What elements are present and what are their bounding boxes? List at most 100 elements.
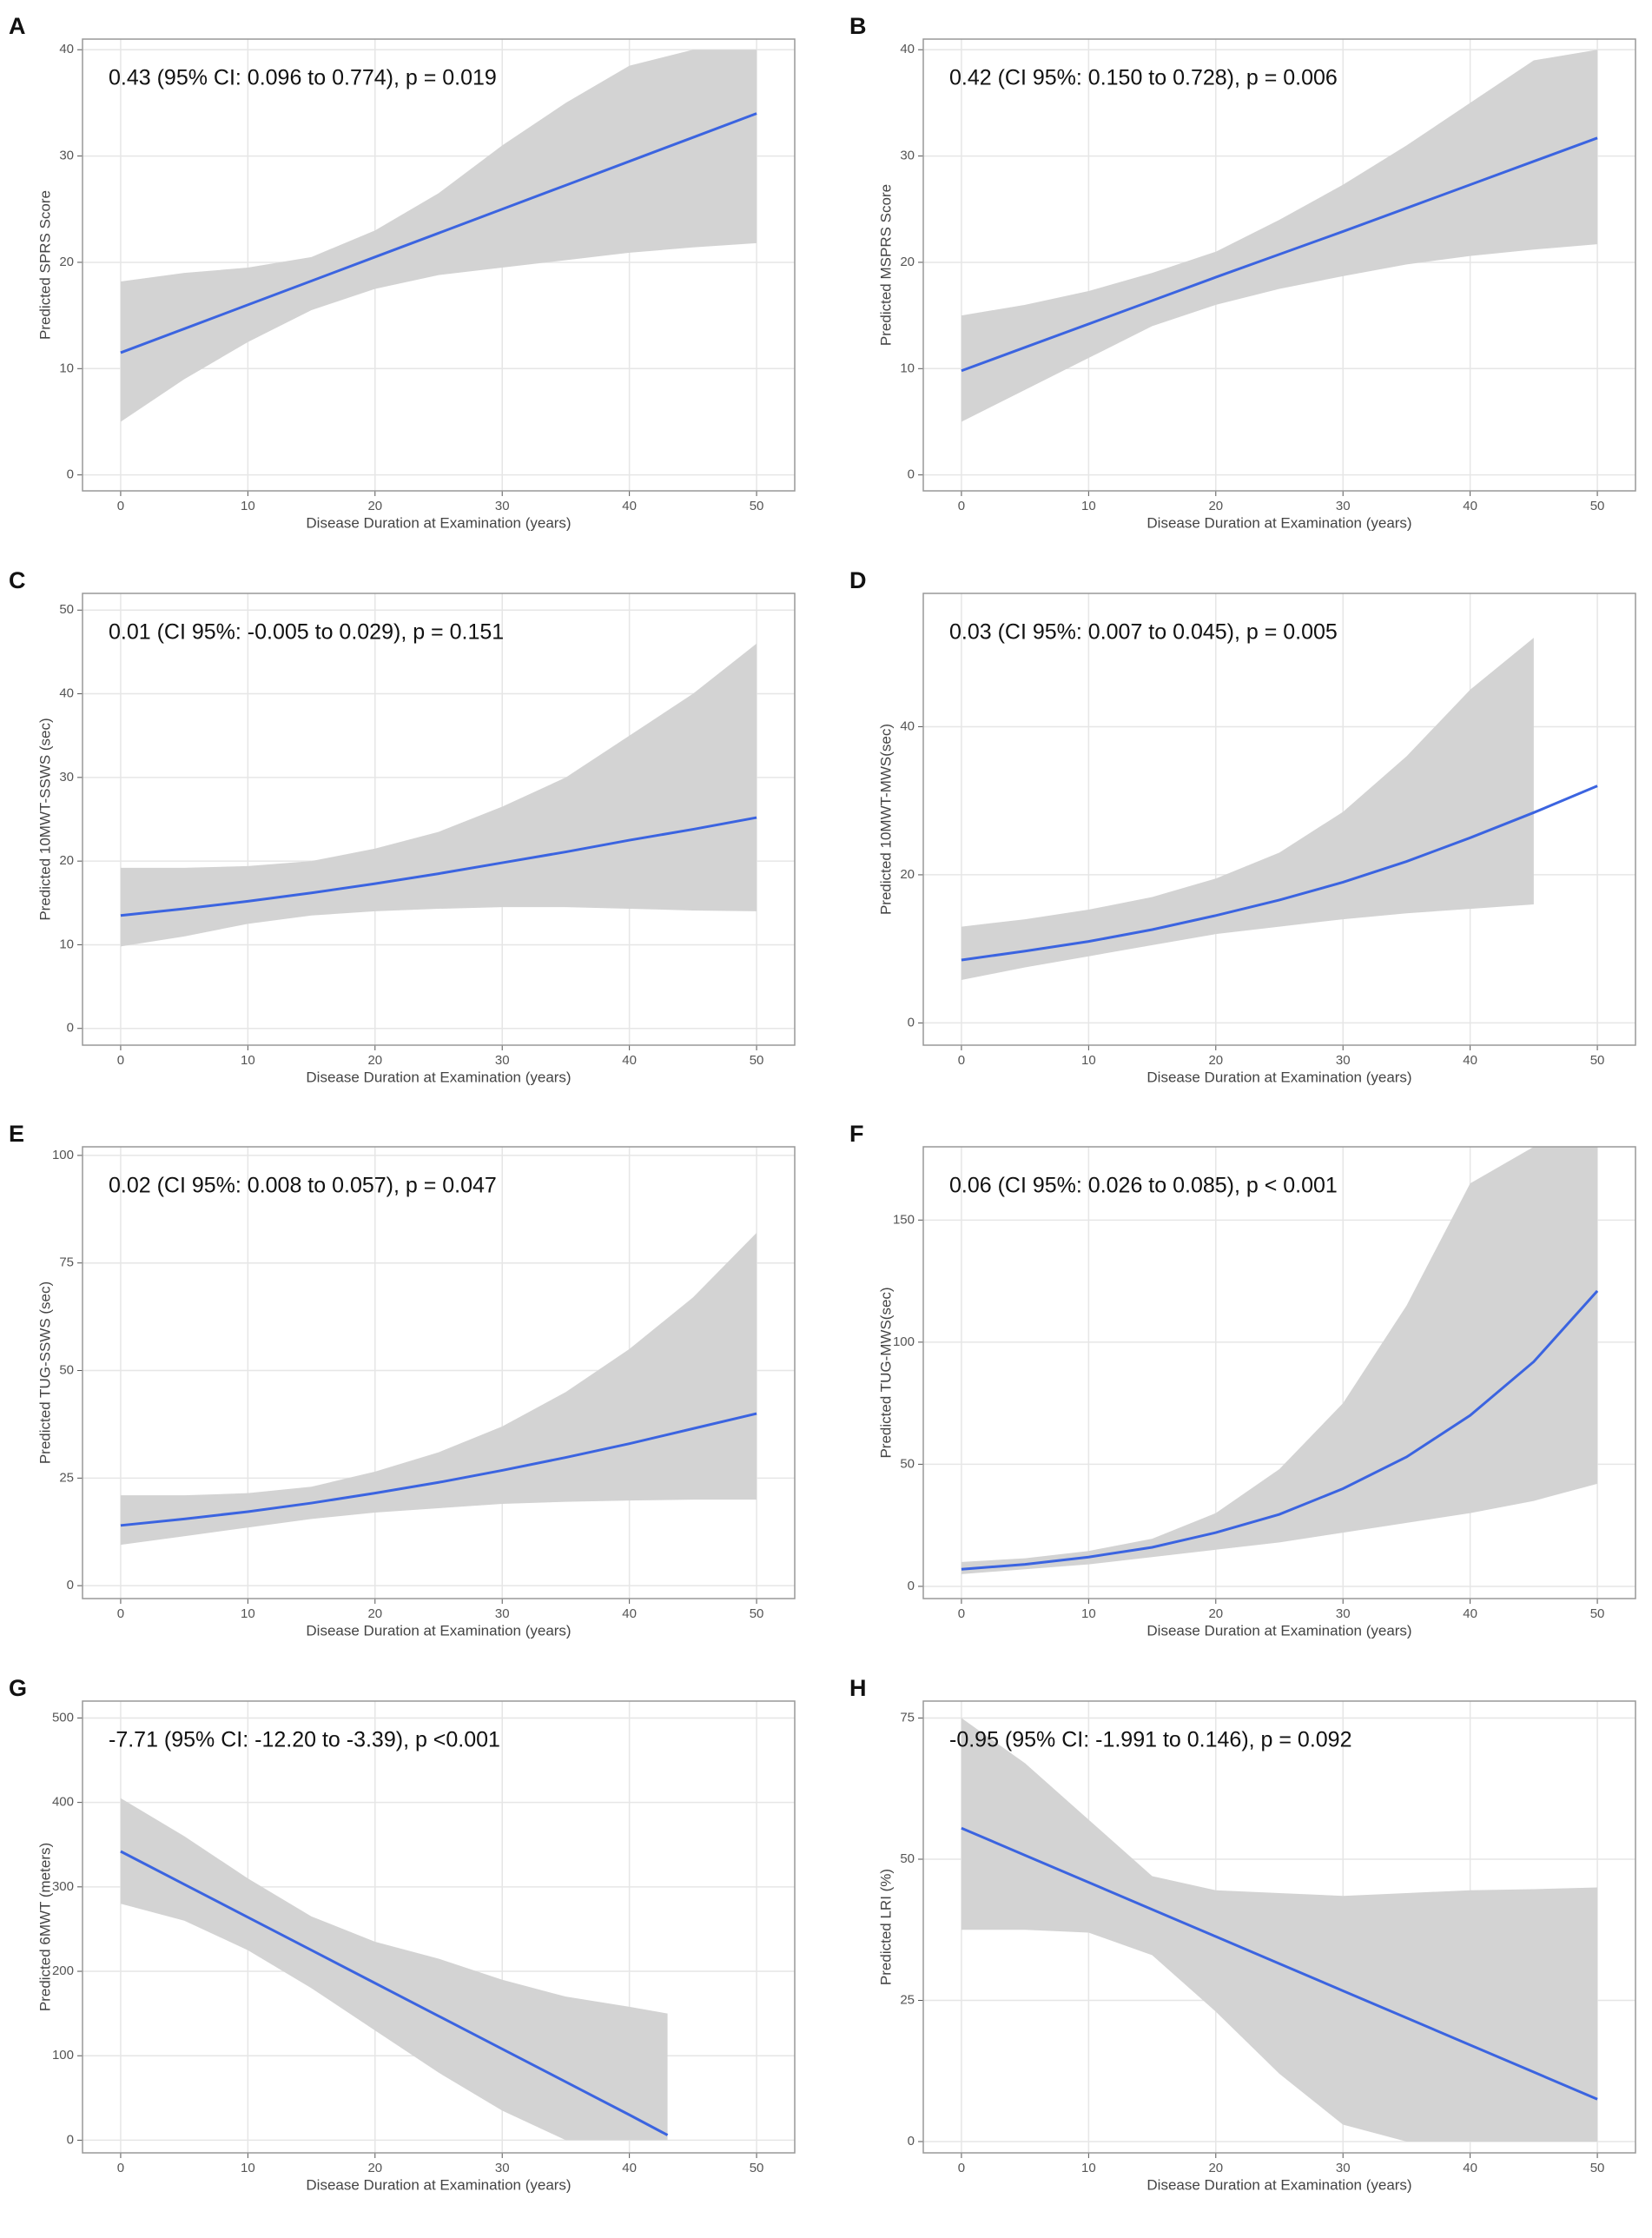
x-tick-label: 40 <box>622 499 637 513</box>
fit-line <box>961 785 1598 962</box>
plot-border <box>922 593 1636 1046</box>
x-axis-label: Disease Duration at Examination (years) <box>1146 1069 1411 1085</box>
y-tick-label: 150 <box>893 1212 915 1227</box>
annotation: -0.95 (95% CI: -1.991 to 0.146), p = 0.0… <box>949 1728 1352 1752</box>
x-tick-label: 30 <box>495 1606 510 1621</box>
x-tick-label: 40 <box>1463 499 1477 513</box>
x-tick-label: 40 <box>622 2161 637 2175</box>
fit-line <box>120 816 757 917</box>
y-axis-label: Predicted TUG-SSWS (sec) <box>36 1281 53 1464</box>
panel-label: F <box>849 1121 864 1147</box>
y-tick-label: 0 <box>908 2134 915 2149</box>
y-tick-label: 100 <box>52 2048 74 2063</box>
annotation: 0.03 (CI 95%: 0.007 to 0.045), p = 0.005 <box>949 620 1338 645</box>
x-tick-label: 50 <box>1590 2161 1605 2175</box>
y-axis-label: Predicted TUG-MWS(sec) <box>877 1287 894 1458</box>
x-tick-label: 50 <box>750 1053 764 1068</box>
y-tick-label: 30 <box>900 149 915 163</box>
y-tick-label: 400 <box>52 1795 74 1810</box>
plot-area <box>120 1233 757 1546</box>
x-tick-label: 20 <box>1208 1606 1223 1621</box>
fit-line <box>120 1850 669 2136</box>
x-tick-label: 20 <box>367 1606 382 1621</box>
plot-area <box>120 50 757 422</box>
x-tick-label: 20 <box>1208 499 1223 513</box>
plot-area <box>961 1147 1599 1574</box>
y-tick-label: 0 <box>908 1579 915 1593</box>
x-tick-label: 0 <box>117 499 124 513</box>
plot-area <box>120 643 757 947</box>
y-tick-label: 20 <box>900 255 915 269</box>
plot-border <box>82 593 796 1046</box>
confidence-band <box>120 1798 668 2141</box>
fit-line <box>961 1289 1599 1571</box>
y-tick-label: 300 <box>52 1879 74 1894</box>
y-tick-label: 0 <box>67 1578 74 1592</box>
confidence-band <box>961 1718 1598 2142</box>
x-tick-label: 20 <box>1208 1053 1223 1068</box>
y-tick-label: 0 <box>67 467 74 482</box>
x-tick-label: 40 <box>1463 2161 1477 2175</box>
panel-label: D <box>849 567 867 593</box>
annotation: -7.71 (95% CI: -12.20 to -3.39), p <0.00… <box>109 1728 500 1752</box>
plot-border <box>82 1700 796 2154</box>
x-tick-label: 20 <box>367 1053 382 1068</box>
x-tick-label: 20 <box>367 499 382 513</box>
y-tick-label: 40 <box>900 42 915 56</box>
x-axis-label: Disease Duration at Examination (years) <box>1146 2176 1411 2193</box>
x-tick-label: 10 <box>241 2161 255 2175</box>
y-tick-label: 20 <box>900 867 915 882</box>
plot-border <box>922 1146 1636 1599</box>
panel-label: C <box>9 567 26 593</box>
x-tick-label: 10 <box>1081 1606 1096 1621</box>
panel-label: H <box>849 1675 867 1701</box>
y-tick-label: 50 <box>900 1456 915 1471</box>
y-axis-label: Predicted SPRS Score <box>36 190 53 340</box>
x-tick-label: 30 <box>1336 499 1351 513</box>
x-tick-label: 20 <box>1208 2161 1223 2175</box>
x-axis-label: Disease Duration at Examination (years) <box>306 2176 571 2193</box>
x-axis-label: Disease Duration at Examination (years) <box>306 514 571 531</box>
plot-border <box>82 38 796 492</box>
x-tick-label: 0 <box>958 2161 965 2175</box>
x-tick-label: 50 <box>1590 1606 1605 1621</box>
confidence-band <box>961 638 1534 980</box>
confidence-band <box>120 50 757 422</box>
y-tick-label: 20 <box>59 853 74 868</box>
y-tick-label: 100 <box>893 1334 915 1349</box>
panel: F 0 10 20 30 40 50 0 50 100 150 0.06 (CI 95%: 0.026… <box>849 1121 1636 1639</box>
panel: C 0 10 20 30 40 50 0 10 20 30 40 50 0.01 (CI 95%: -0.… <box>9 567 796 1085</box>
x-tick-label: 50 <box>750 499 764 513</box>
x-tick-label: 0 <box>117 1606 124 1621</box>
plot-border <box>922 38 1636 492</box>
plot-border <box>922 1700 1636 2154</box>
y-tick-label: 10 <box>900 361 915 375</box>
plot-area <box>961 50 1598 422</box>
y-tick-label: 40 <box>900 718 915 733</box>
panel-label: G <box>9 1675 27 1701</box>
x-tick-label: 30 <box>495 2161 510 2175</box>
y-tick-label: 0 <box>908 1015 915 1030</box>
y-tick-label: 0 <box>908 467 915 482</box>
y-tick-label: 25 <box>900 1992 915 2007</box>
y-tick-label: 25 <box>59 1470 74 1485</box>
x-tick-label: 10 <box>1081 2161 1096 2175</box>
x-tick-label: 10 <box>241 1606 255 1621</box>
x-tick-label: 30 <box>495 499 510 513</box>
plot-area <box>961 1718 1598 2142</box>
x-axis-label: Disease Duration at Examination (years) <box>306 1069 571 1085</box>
annotation: 0.43 (95% CI: 0.096 to 0.774), p = 0.019 <box>109 66 497 90</box>
plot-area <box>961 638 1598 980</box>
y-tick-label: 40 <box>59 686 74 701</box>
x-tick-label: 0 <box>958 499 965 513</box>
y-tick-label: 40 <box>59 42 74 56</box>
x-tick-label: 50 <box>750 1606 764 1621</box>
x-axis-label: Disease Duration at Examination (years) <box>1146 514 1411 531</box>
panel: B 0 10 20 30 40 50 0 10 20 30 40 0.42 (CI 95%: 0.150… <box>849 13 1636 531</box>
y-tick-label: 75 <box>900 1710 915 1725</box>
annotation: 0.06 (CI 95%: 0.026 to 0.085), p < 0.001 <box>949 1174 1338 1198</box>
annotation: 0.01 (CI 95%: -0.005 to 0.029), p = 0.15… <box>109 620 504 645</box>
x-tick-label: 20 <box>367 2161 382 2175</box>
x-tick-label: 10 <box>1081 1053 1096 1068</box>
